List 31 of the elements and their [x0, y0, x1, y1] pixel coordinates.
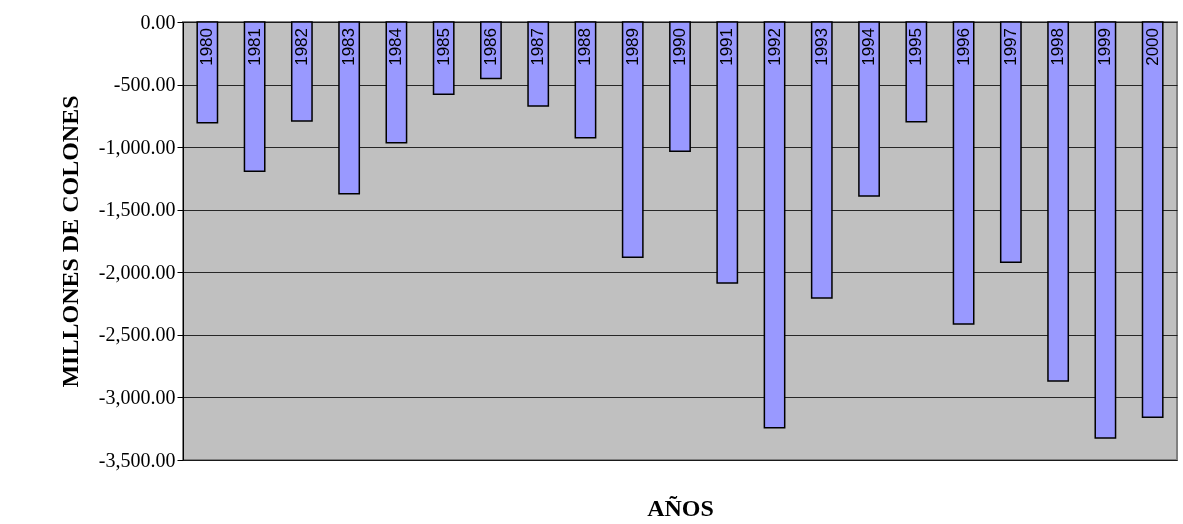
- y-tick-label: -3,000.00: [98, 385, 176, 408]
- y-tick-label: -500.00: [113, 73, 176, 96]
- x-tick-label: 1995: [906, 28, 926, 66]
- y-tick-label: -2,000.00: [98, 260, 176, 283]
- y-axis-title: MILLONES DE COLONES: [56, 95, 83, 388]
- x-tick-label: 1996: [953, 28, 973, 66]
- x-tick-label: 1980: [197, 28, 217, 66]
- y-tick-label: 0.00: [140, 10, 176, 33]
- x-tick-label: 1985: [433, 28, 453, 66]
- x-tick-label: 1991: [717, 28, 737, 66]
- x-tick-label: 1981: [244, 28, 264, 66]
- x-tick-label: 1990: [670, 28, 689, 66]
- x-tick-label: 1997: [1000, 28, 1020, 66]
- y-tick-label: -2,500.00: [98, 323, 176, 346]
- x-tick-label: 1989: [622, 28, 642, 66]
- x-tick-label: 1993: [811, 28, 831, 66]
- x-tick-label: 1999: [1095, 28, 1115, 66]
- x-tick-label: 1982: [291, 28, 311, 66]
- x-tick-label: 1986: [480, 28, 500, 66]
- x-tick-label: 1988: [575, 28, 595, 66]
- x-tick-label: 2000: [1142, 28, 1162, 66]
- x-tick-label: 1994: [859, 28, 879, 66]
- x-tick-label: 1984: [386, 28, 406, 66]
- x-tick-label: 1983: [339, 28, 359, 66]
- y-tick-label: -1,000.00: [98, 135, 176, 158]
- y-tick-label: -1,500.00: [98, 198, 176, 221]
- x-tick-label: 1998: [1048, 28, 1068, 66]
- x-tick-label: 1987: [528, 28, 548, 66]
- x-tick-label: 1992: [764, 28, 784, 66]
- y-tick-label: -3,500.00: [98, 448, 176, 471]
- x-axis-title: AÑOS: [647, 494, 714, 521]
